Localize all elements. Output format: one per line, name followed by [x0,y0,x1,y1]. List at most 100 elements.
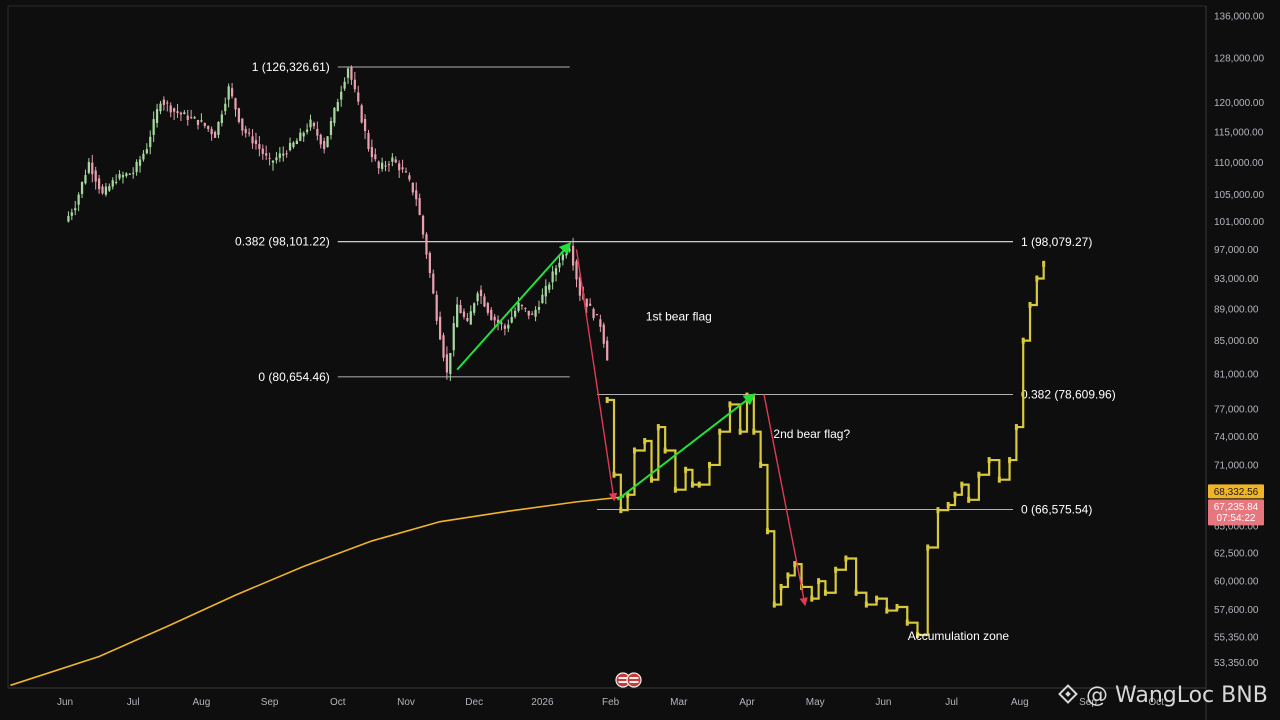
price-candle [418,193,421,216]
price-candle [387,160,391,172]
secondary-price-badge [1208,499,1264,526]
price-candle-body [316,128,319,136]
price-candle-body [592,308,595,319]
price-candle-body [571,245,575,266]
time-axis[interactable]: Jun Jul Aug Sep Oct Nov Dec 2026 Feb Mar Apr May Jun… [57,697,1164,708]
price-candle-body [173,108,176,112]
price-candle-body [166,102,169,104]
price-candle-body [548,284,551,290]
price-candle [173,107,176,120]
projection-bar [1008,457,1012,464]
price-tick-label: 120,000.00 [1214,98,1264,109]
price-candle [432,269,435,295]
price-candle [367,129,370,152]
price-candle-body [445,354,449,373]
us-flag-event-icon[interactable] [626,672,642,688]
price-candle [271,160,275,171]
price-candle [169,102,172,118]
price-candle-body [442,335,445,358]
price-candle [329,117,333,140]
price-candle-body [299,132,302,141]
projection-bar [718,428,722,435]
price-candle-body [248,132,251,134]
price-candle [210,126,213,141]
price-candle [544,279,547,305]
price-candle [377,160,380,175]
price-candle [381,157,384,172]
price-candle-body [234,98,237,110]
price-candle-body [261,148,264,154]
price-candle-body [585,298,588,307]
price-candle-body [305,129,309,132]
price-candle-body [312,122,316,127]
price-candle [268,152,271,166]
price-candle-body [302,132,305,137]
price-candle-body [333,107,336,123]
price-tick-label: 77,000.00 [1214,404,1259,415]
price-tick-label: 62,500.00 [1214,548,1259,559]
price-candle [340,85,343,107]
price-candle-body [435,294,438,321]
price-candle [445,346,449,380]
projection-bar [864,601,868,608]
event-marker-stripe [629,677,639,679]
projection-bar [875,595,879,602]
price-candle [493,314,496,328]
price-candle-body [428,253,431,274]
price-candle-body [483,296,486,307]
time-tick-label: Sep [261,697,279,708]
price-candle-body [421,215,425,235]
price-candle [200,113,203,123]
price-candle-body [203,122,206,126]
price-tick-label: 55,350.00 [1214,632,1259,643]
price-candle [258,136,261,157]
secondary-price-text: 67,235.84 [1214,502,1259,513]
projection-bar [759,461,763,468]
price-candle [350,65,353,85]
price-candle-body [336,101,339,112]
watermark-text: @ WangLoc BNB [1086,683,1268,708]
price-candle-body [152,119,155,135]
price-candle [408,172,411,182]
price-candle-body [323,140,326,150]
price-candle [319,133,322,149]
projection-bar [810,595,814,602]
price-candle [125,172,128,178]
price-candle [476,291,479,306]
price-candle-body [118,174,121,179]
projection-bar [619,507,623,514]
price-candle [299,128,302,142]
price-candle-body [514,310,517,317]
price-axis[interactable]: 136,000.00 128,000.00 120,000.00 115,000.00… [1214,12,1264,669]
price-candle [336,98,339,112]
time-tick-label: Oct [1148,697,1164,708]
price-candle [275,152,278,164]
projection-bar [895,603,899,610]
price-candle-body [271,160,275,163]
fib-level-label: 1 (98,079.27) [1021,235,1092,249]
price-candle [203,122,206,129]
price-candle-body [479,289,483,297]
price-candle [575,259,578,288]
projection-bar [793,561,797,568]
price-tick-label: 60,000.00 [1214,577,1259,588]
price-tick-label: 136,000.00 [1214,12,1264,23]
price-candle [449,352,452,381]
price-candle [135,159,138,176]
price-candle [101,184,104,195]
price-candle [534,306,537,322]
price-candle-body [295,140,298,145]
price-candle-body [87,162,90,173]
price-candle [159,100,162,115]
event-markers[interactable] [615,672,642,688]
price-candle [558,256,561,273]
price-candle-body [265,153,268,156]
price-tick-label: 105,000.00 [1214,190,1264,201]
price-candle [483,293,486,308]
price-candle-body [500,322,503,325]
price-candle [343,77,346,91]
projection-bar [765,528,769,535]
